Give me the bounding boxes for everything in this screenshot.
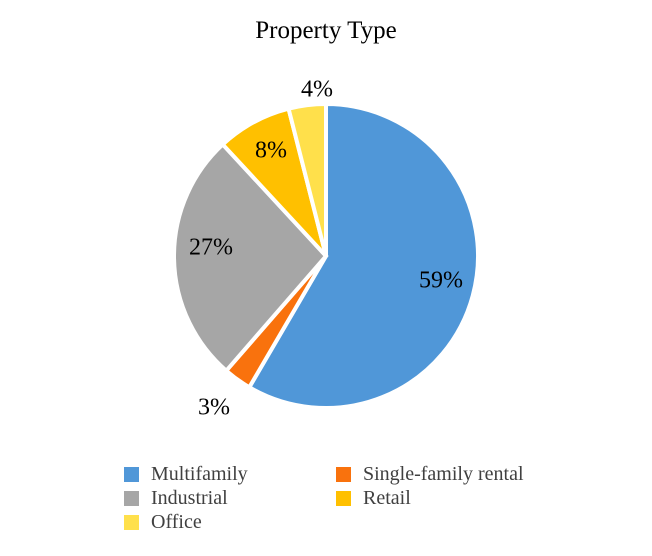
- legend-item-office: Office: [124, 510, 202, 534]
- data-label-office: 4%: [301, 77, 333, 103]
- legend-item-retail: Retail: [336, 486, 411, 510]
- legend-label-retail: Retail: [363, 486, 411, 509]
- legend-swatch-office: [124, 514, 139, 530]
- legend-item-industrial: Industrial: [124, 486, 228, 510]
- legend-swatch-industrial: [124, 490, 139, 506]
- data-label-single-family-rental: 3%: [198, 395, 230, 421]
- pie-slices: [172, 101, 480, 410]
- pie-slice-office: [286, 101, 328, 257]
- pie-slice-industrial: [172, 141, 329, 374]
- legend-label-single-family-rental: Single-family rental: [363, 462, 524, 485]
- legend-label-office: Office: [151, 510, 202, 533]
- data-label-industrial: 27%: [189, 235, 233, 261]
- legend-label-multifamily: Multifamily: [151, 462, 248, 485]
- chart-title: Property Type: [255, 17, 397, 44]
- legend-label-industrial: Industrial: [151, 486, 228, 509]
- legend-swatch-retail: [336, 490, 351, 506]
- legend-swatch-single-family-rental: [336, 466, 351, 482]
- data-label-retail: 8%: [255, 138, 287, 164]
- legend-swatch-multifamily: [124, 466, 139, 482]
- pie-data-labels: 59% 3% 27% 8% 4%: [189, 77, 463, 421]
- legend-item-single-family-rental: Single-family rental: [336, 462, 524, 486]
- legend-item-multifamily: Multifamily: [124, 462, 248, 486]
- pie-slice-multifamily: [246, 101, 480, 410]
- data-label-multifamily: 59%: [419, 268, 463, 294]
